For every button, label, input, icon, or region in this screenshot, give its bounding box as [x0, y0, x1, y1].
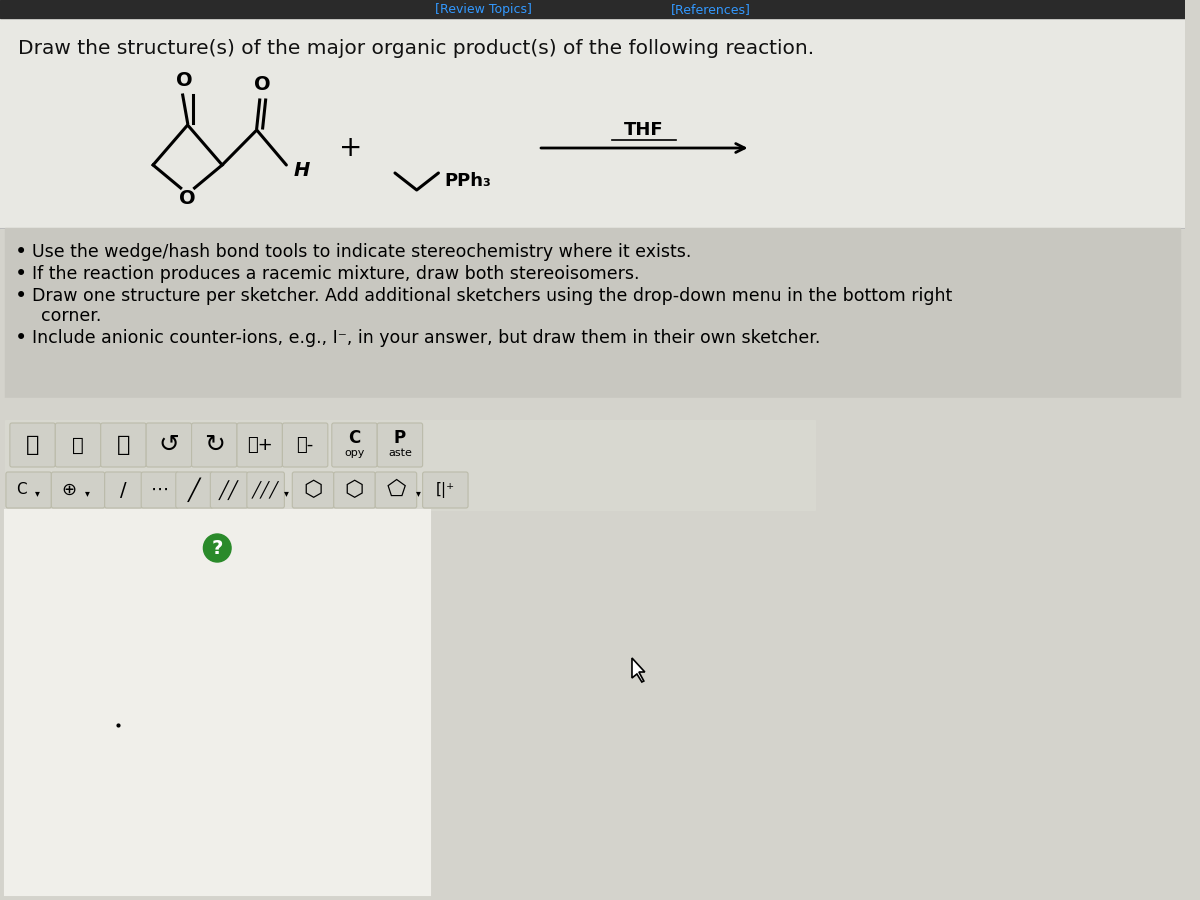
Text: C: C [348, 429, 361, 447]
Text: ▾: ▾ [284, 488, 289, 498]
FancyBboxPatch shape [52, 472, 104, 508]
FancyBboxPatch shape [282, 423, 328, 467]
Bar [0, 0, 1184, 18]
Text: •: • [14, 328, 28, 348]
Text: •: • [14, 286, 28, 306]
Text: ⊕: ⊕ [61, 481, 77, 499]
Text: ⬡: ⬡ [304, 480, 323, 500]
Text: O: O [176, 70, 193, 89]
FancyBboxPatch shape [10, 423, 55, 467]
FancyBboxPatch shape [142, 472, 179, 508]
Text: 🔍+: 🔍+ [247, 436, 272, 454]
Text: O: O [179, 190, 196, 209]
Text: ?: ? [211, 538, 223, 557]
Text: O: O [254, 76, 271, 94]
Text: opy: opy [344, 448, 365, 458]
Text: ↻: ↻ [204, 433, 224, 457]
Bar [5, 510, 430, 895]
Bar [5, 470, 815, 510]
Text: 🔍-: 🔍- [296, 436, 313, 454]
FancyBboxPatch shape [247, 472, 284, 508]
Bar [0, 398, 1184, 413]
FancyBboxPatch shape [331, 423, 377, 467]
Text: If the reaction produces a racemic mixture, draw both stereoisomers.: If the reaction produces a racemic mixtu… [31, 265, 640, 283]
Text: ╱╱╱: ╱╱╱ [252, 482, 280, 499]
FancyBboxPatch shape [422, 472, 468, 508]
Text: Draw the structure(s) of the major organic product(s) of the following reaction.: Draw the structure(s) of the major organ… [18, 39, 814, 58]
Text: ▾: ▾ [85, 488, 90, 498]
Text: ✋: ✋ [26, 435, 40, 455]
Text: P: P [394, 429, 406, 447]
FancyBboxPatch shape [334, 472, 376, 508]
Circle shape [204, 534, 232, 562]
FancyBboxPatch shape [293, 472, 334, 508]
Text: ╱╱: ╱╱ [220, 480, 239, 500]
Text: ╱: ╱ [188, 478, 200, 502]
Bar [5, 228, 1180, 398]
Text: [|⁺: [|⁺ [436, 482, 455, 498]
FancyBboxPatch shape [55, 423, 101, 467]
Polygon shape [632, 658, 644, 682]
FancyBboxPatch shape [192, 423, 236, 467]
Text: PPh₃: PPh₃ [444, 172, 491, 190]
FancyBboxPatch shape [377, 423, 422, 467]
Text: 🧴: 🧴 [72, 436, 84, 454]
Text: ⬠: ⬠ [386, 480, 406, 500]
Text: ↺: ↺ [158, 433, 179, 457]
Text: Use the wedge/hash bond tools to indicate stereochemistry where it exists.: Use the wedge/hash bond tools to indicat… [31, 243, 691, 261]
Text: +: + [338, 134, 362, 162]
Text: /: / [120, 481, 127, 500]
Text: ⬡: ⬡ [344, 480, 364, 500]
Text: •: • [14, 242, 28, 262]
FancyBboxPatch shape [210, 472, 248, 508]
Text: THF: THF [624, 121, 664, 139]
Text: •: • [14, 264, 28, 284]
Text: ▾: ▾ [35, 488, 40, 498]
Text: [References]: [References] [671, 4, 751, 16]
FancyBboxPatch shape [146, 423, 192, 467]
Text: aste: aste [388, 448, 412, 458]
Text: C: C [17, 482, 28, 498]
FancyBboxPatch shape [236, 423, 282, 467]
FancyBboxPatch shape [101, 423, 146, 467]
Text: corner.: corner. [42, 307, 102, 325]
Bar [430, 505, 1184, 900]
Text: H: H [294, 160, 311, 179]
Bar [0, 18, 1184, 228]
Text: ⋯: ⋯ [151, 481, 169, 499]
FancyBboxPatch shape [6, 472, 52, 508]
FancyBboxPatch shape [175, 472, 214, 508]
FancyBboxPatch shape [376, 472, 416, 508]
Bar [5, 420, 815, 470]
Text: [Review Topics]: [Review Topics] [436, 4, 533, 16]
Text: 🖊: 🖊 [116, 435, 130, 455]
Text: ▾: ▾ [416, 488, 421, 498]
FancyBboxPatch shape [104, 472, 142, 508]
Text: Include anionic counter-ions, e.g., I⁻, in your answer, but draw them in their o: Include anionic counter-ions, e.g., I⁻, … [31, 329, 820, 347]
Text: Draw one structure per sketcher. Add additional sketchers using the drop-down me: Draw one structure per sketcher. Add add… [31, 287, 952, 305]
